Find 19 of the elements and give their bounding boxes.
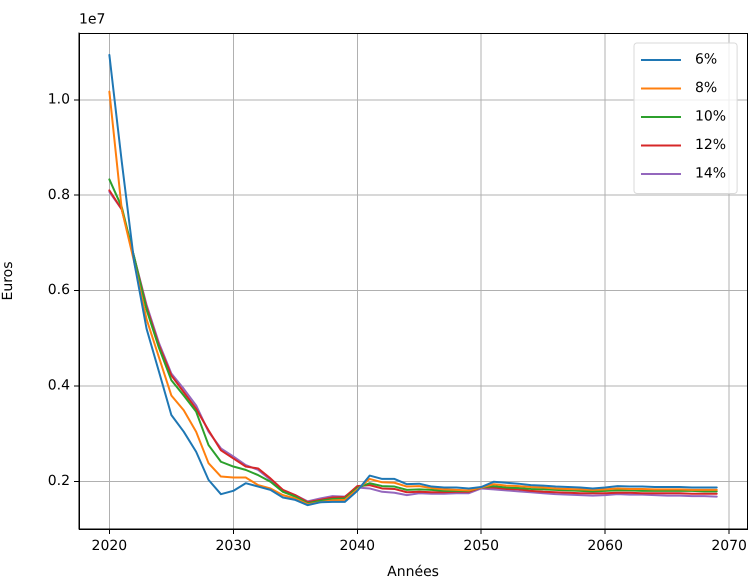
y-tick-label: 0.2 — [48, 472, 70, 489]
y-tick-label: 0.8 — [48, 186, 70, 203]
x-axis-title: Années — [387, 564, 439, 580]
legend-label: 6% — [694, 52, 718, 68]
y-tick-label: 0.6 — [48, 282, 70, 298]
legend-label: 10% — [694, 108, 726, 125]
x-tick-label: 2020 — [92, 538, 128, 554]
legend-label: 12% — [694, 137, 726, 154]
y-tick-label: 1.0 — [48, 91, 70, 108]
x-tick-label: 2070 — [711, 538, 747, 554]
y-tick-label: 0.4 — [48, 378, 70, 394]
x-tick-label: 2050 — [463, 538, 500, 554]
y-axis-title: Euros — [0, 261, 16, 301]
legend-label: 8% — [694, 80, 718, 96]
x-tick-label: 2030 — [216, 538, 252, 554]
x-tick-label: 2040 — [339, 538, 376, 554]
text: 1e7 — [79, 12, 106, 28]
x-tick-label: 2060 — [587, 538, 623, 554]
legend-label: 14% — [694, 166, 726, 182]
